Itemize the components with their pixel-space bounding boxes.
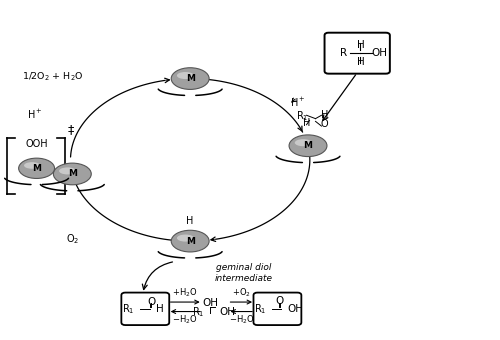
Text: OH: OH — [202, 298, 218, 308]
Text: R$_1$: R$_1$ — [296, 109, 308, 123]
Text: OOH: OOH — [26, 139, 48, 149]
Text: OH: OH — [288, 304, 304, 314]
Text: O: O — [320, 119, 328, 130]
Ellipse shape — [171, 230, 209, 252]
Text: M: M — [32, 164, 41, 173]
Text: $-$H$_2$O: $-$H$_2$O — [228, 313, 254, 326]
Ellipse shape — [295, 139, 312, 146]
Text: M: M — [68, 169, 77, 178]
Text: O: O — [147, 297, 156, 307]
Text: M: M — [186, 74, 194, 83]
Text: R$_1$: R$_1$ — [192, 305, 204, 319]
FancyBboxPatch shape — [122, 293, 169, 325]
Ellipse shape — [18, 158, 55, 178]
Ellipse shape — [171, 68, 209, 89]
Text: +O$_2$: +O$_2$ — [232, 287, 250, 299]
Ellipse shape — [177, 235, 194, 242]
Text: $\mathregular{1/2O_2}$ + H$_2$O: $\mathregular{1/2O_2}$ + H$_2$O — [22, 71, 84, 83]
Text: OH: OH — [219, 307, 235, 317]
Text: geminal diol
intermediate: geminal diol intermediate — [215, 263, 273, 283]
Text: OH: OH — [371, 48, 387, 58]
Ellipse shape — [54, 163, 92, 185]
Text: R$_1$: R$_1$ — [254, 302, 266, 316]
Text: O$_2$: O$_2$ — [66, 233, 80, 246]
Text: H$^+$: H$^+$ — [290, 96, 305, 109]
Ellipse shape — [177, 72, 194, 79]
Text: H: H — [358, 40, 365, 50]
FancyBboxPatch shape — [254, 293, 302, 325]
Text: H$^+$: H$^+$ — [27, 107, 42, 121]
Text: R: R — [340, 48, 347, 58]
Text: H: H — [322, 110, 329, 120]
FancyBboxPatch shape — [324, 33, 390, 74]
Text: H: H — [303, 118, 310, 129]
Ellipse shape — [24, 162, 40, 169]
Text: +H$_2$O: +H$_2$O — [172, 287, 198, 299]
Text: M: M — [186, 237, 194, 245]
Text: O: O — [276, 296, 284, 306]
Text: ‡: ‡ — [68, 123, 74, 136]
Text: $-$H$_2$O: $-$H$_2$O — [172, 313, 198, 326]
Text: H: H — [156, 304, 164, 314]
Text: R$_1$: R$_1$ — [122, 302, 134, 316]
Ellipse shape — [289, 135, 327, 156]
Text: H: H — [358, 57, 365, 67]
Ellipse shape — [59, 167, 76, 174]
Text: M: M — [304, 141, 312, 150]
Text: H: H — [186, 216, 194, 226]
